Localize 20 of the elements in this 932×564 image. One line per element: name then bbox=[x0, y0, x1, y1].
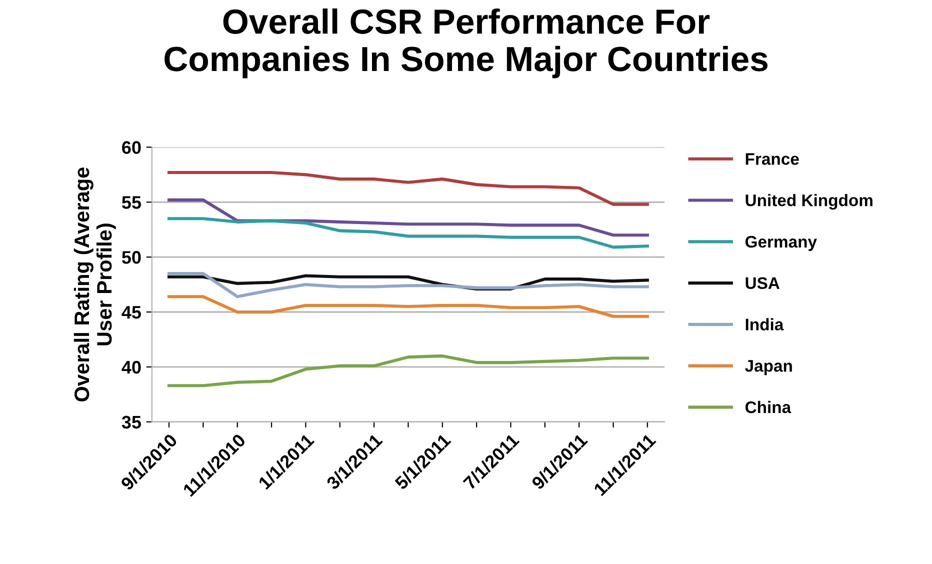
legend-label: Japan bbox=[745, 360, 792, 376]
y-tick-label: 45 bbox=[122, 306, 141, 319]
legend-label: United Kingdom bbox=[746, 194, 872, 210]
legend-label: China bbox=[745, 400, 792, 414]
legend-label: India bbox=[746, 318, 784, 330]
y-tick-label: 60 bbox=[122, 141, 141, 154]
y-tick-label: 55 bbox=[122, 196, 141, 209]
legend-label: Germany bbox=[745, 236, 817, 251]
legend-label: USA bbox=[746, 277, 780, 290]
line-series bbox=[167, 217, 649, 249]
y-axis-title: Overall Rating (Average User Profile) bbox=[74, 168, 116, 402]
line-series bbox=[167, 354, 649, 388]
y-tick-label: 40 bbox=[122, 360, 141, 374]
y-tick-label: 50 bbox=[122, 251, 141, 264]
line-series bbox=[167, 170, 649, 206]
line-series bbox=[167, 272, 649, 298]
y-tick-label: 35 bbox=[122, 416, 141, 429]
chart-title: Overall CSR Performance For Companies In Some Major Countries bbox=[164, 8, 768, 78]
legend-label: France bbox=[746, 153, 799, 165]
line-series bbox=[167, 295, 649, 318]
